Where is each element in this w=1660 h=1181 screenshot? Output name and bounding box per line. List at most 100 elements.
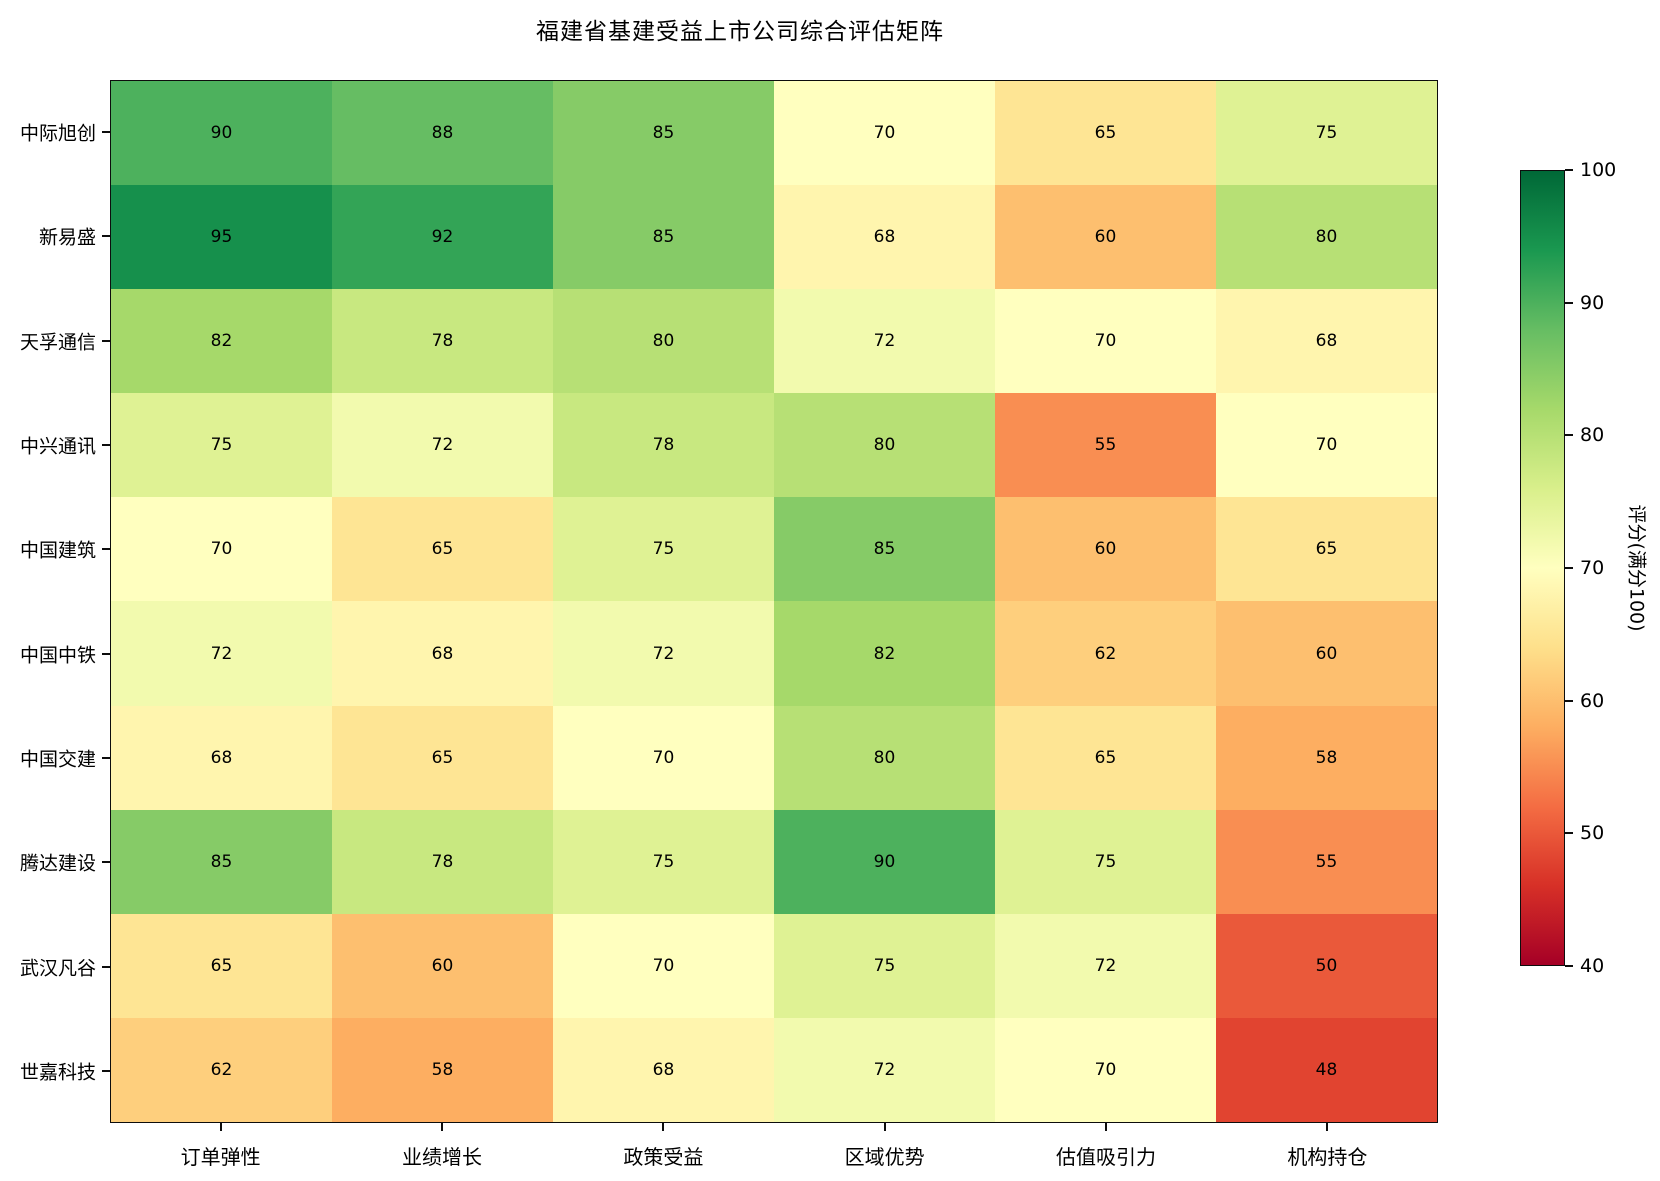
cell-value: 72 xyxy=(210,643,233,664)
colorbar-tick-mark xyxy=(1565,567,1573,569)
heatmap-cell: 60 xyxy=(1216,601,1437,706)
y-tick-mark xyxy=(102,652,110,655)
cell-value: 75 xyxy=(1315,123,1338,144)
heatmap-cell: 58 xyxy=(332,1017,553,1122)
y-tick-mark xyxy=(102,861,110,864)
x-tick-mark xyxy=(883,1123,886,1131)
row-label: 中国建筑 xyxy=(19,539,96,562)
colorbar-tick-label: 70 xyxy=(1580,557,1605,579)
cell-value: 60 xyxy=(1315,643,1338,664)
cell-value: 70 xyxy=(652,747,675,768)
row-label: 世嘉科技 xyxy=(19,1061,96,1084)
heatmap-cell: 68 xyxy=(553,1017,774,1122)
row-label: 天孚通信 xyxy=(19,331,96,354)
y-tick-mark xyxy=(102,444,110,447)
heatmap-cell: 85 xyxy=(111,809,332,914)
cell-value: 68 xyxy=(652,1059,675,1080)
heatmap-cell: 80 xyxy=(1216,185,1437,290)
cell-value: 80 xyxy=(873,747,896,768)
y-tick-mark xyxy=(102,548,110,551)
cell-value: 70 xyxy=(210,539,233,560)
cell-value: 80 xyxy=(873,435,896,456)
colorbar-tick-mark xyxy=(1565,301,1573,304)
cell-value: 68 xyxy=(873,227,896,248)
cell-value: 75 xyxy=(210,435,233,456)
heatmap-cell: 70 xyxy=(774,81,995,186)
x-tick-mark xyxy=(662,1123,665,1131)
heatmap-cell: 78 xyxy=(553,393,774,498)
cell-value: 55 xyxy=(1094,435,1117,456)
cell-value: 70 xyxy=(1315,435,1338,456)
y-tick-mark xyxy=(102,965,110,968)
heatmap-cell: 90 xyxy=(111,81,332,186)
heatmap-cell: 58 xyxy=(1216,705,1437,810)
heatmap-cell: 78 xyxy=(332,289,553,394)
heatmap-cell: 65 xyxy=(332,497,553,602)
x-tick-mark xyxy=(441,1123,443,1131)
colorbar-gradient xyxy=(1520,170,1565,966)
cell-value: 58 xyxy=(431,1059,454,1080)
heatmap-cell: 48 xyxy=(1216,1017,1437,1122)
heatmap-cell: 70 xyxy=(995,289,1216,394)
heatmap-cell: 75 xyxy=(774,913,995,1018)
cell-value: 88 xyxy=(431,123,454,144)
column-label: 机构持仓 xyxy=(1287,1145,1368,1169)
cell-value: 85 xyxy=(652,123,675,144)
heatmap-cell: 65 xyxy=(1216,497,1437,602)
heatmap-cell: 75 xyxy=(995,809,1216,914)
heatmap-cell: 80 xyxy=(774,705,995,810)
cell-value: 82 xyxy=(873,643,896,664)
colorbar-tick-mark xyxy=(1565,169,1573,171)
heatmap-cell: 65 xyxy=(995,81,1216,186)
cell-value: 65 xyxy=(1315,539,1338,560)
heatmap-cell: 72 xyxy=(774,289,995,394)
cell-value: 75 xyxy=(1094,851,1117,872)
heatmap-cell: 62 xyxy=(995,601,1216,706)
heatmap-cell: 72 xyxy=(553,601,774,706)
heatmap-cell: 65 xyxy=(332,705,553,810)
colorbar-tick-label: 100 xyxy=(1580,159,1617,181)
y-tick-mark xyxy=(102,235,110,238)
cell-value: 48 xyxy=(1315,1059,1338,1080)
colorbar-tick-label: 50 xyxy=(1580,822,1605,845)
colorbar-tick-mark xyxy=(1565,965,1573,967)
colorbar-tick-mark xyxy=(1565,434,1573,437)
row-label: 腾达建设 xyxy=(19,852,96,875)
colorbar-tick-label: 40 xyxy=(1580,955,1605,977)
heatmap-cell: 88 xyxy=(332,81,553,186)
heatmap-cell: 92 xyxy=(332,185,553,290)
cell-value: 90 xyxy=(873,851,896,872)
heatmap-cell: 72 xyxy=(111,601,332,706)
cell-value: 65 xyxy=(210,955,233,976)
cell-value: 90 xyxy=(210,123,233,144)
heatmap-cell: 78 xyxy=(332,809,553,914)
heatmap-cell: 95 xyxy=(111,185,332,290)
heatmap-cell: 55 xyxy=(1216,809,1437,914)
cell-value: 65 xyxy=(431,539,454,560)
chart-title: 福建省基建受益上市公司综合评估矩阵 xyxy=(536,19,944,45)
cell-value: 60 xyxy=(431,955,454,976)
heatmap-cell: 90 xyxy=(774,809,995,914)
heatmap-cell: 72 xyxy=(774,1017,995,1122)
heatmap-cell: 70 xyxy=(1216,393,1437,498)
heatmap-cell: 72 xyxy=(332,393,553,498)
column-label: 订单弹性 xyxy=(180,1145,261,1169)
cell-value: 50 xyxy=(1315,955,1338,976)
heatmap-cell: 68 xyxy=(332,601,553,706)
heatmap-cell: 60 xyxy=(995,497,1216,602)
heatmap-cell: 62 xyxy=(111,1017,332,1122)
column-label: 政策受益 xyxy=(623,1145,704,1169)
heatmap-cell: 80 xyxy=(553,289,774,394)
cell-value: 72 xyxy=(652,643,675,664)
cell-value: 62 xyxy=(210,1059,233,1080)
cell-value: 68 xyxy=(1315,331,1338,352)
cell-value: 65 xyxy=(1094,747,1117,768)
heatmap-cell: 60 xyxy=(995,185,1216,290)
heatmap-cell: 85 xyxy=(553,81,774,186)
cell-value: 70 xyxy=(1094,331,1117,352)
x-tick-mark xyxy=(1326,1123,1329,1131)
row-label: 中兴通讯 xyxy=(19,435,96,458)
row-label: 中国中铁 xyxy=(19,644,96,667)
cell-value: 75 xyxy=(873,955,896,976)
cell-value: 60 xyxy=(1094,227,1117,248)
